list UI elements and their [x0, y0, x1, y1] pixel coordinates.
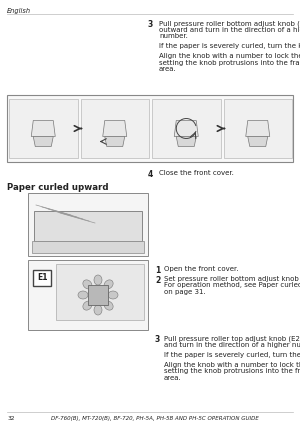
Text: outward and turn in the direction of a higher: outward and turn in the direction of a h…	[159, 26, 300, 32]
Ellipse shape	[104, 280, 113, 289]
Text: E1: E1	[37, 274, 47, 283]
Text: Pull pressure roller top adjust knob (E2) outward: Pull pressure roller top adjust knob (E2…	[164, 335, 300, 342]
Bar	[152, 99, 220, 158]
Text: number.: number.	[159, 33, 188, 39]
Bar	[28, 260, 148, 330]
Text: setting the knob protrusions into the frame cutout: setting the knob protrusions into the fr…	[164, 368, 300, 374]
Bar	[80, 99, 149, 158]
Text: Close the front cover.: Close the front cover.	[159, 170, 234, 176]
Bar	[34, 211, 142, 241]
Text: 32: 32	[7, 416, 14, 421]
Text: 3: 3	[155, 335, 160, 344]
Ellipse shape	[78, 291, 88, 299]
Text: English: English	[7, 8, 31, 14]
Ellipse shape	[104, 301, 113, 310]
Ellipse shape	[83, 280, 92, 289]
Bar	[7, 95, 293, 162]
Polygon shape	[246, 121, 270, 136]
Text: 4: 4	[148, 170, 153, 179]
Bar	[56, 264, 144, 320]
Text: Align the knob with a number to lock the knob by: Align the knob with a number to lock the…	[159, 53, 300, 59]
Text: 1: 1	[155, 266, 160, 275]
Text: area.: area.	[164, 374, 182, 380]
Text: If the paper is severely curled, turn the knob to ‘5’.: If the paper is severely curled, turn th…	[164, 351, 300, 357]
Text: setting the knob protrusions into the frame cutout: setting the knob protrusions into the fr…	[159, 60, 300, 65]
Polygon shape	[176, 136, 196, 147]
Bar	[9, 99, 77, 158]
Text: DF-760(B), MT-720(B), BF-720, PH-5A, PH-5B AND PH-5C OPERATION GUIDE: DF-760(B), MT-720(B), BF-720, PH-5A, PH-…	[51, 416, 259, 421]
Text: 2: 2	[155, 276, 160, 285]
Polygon shape	[33, 136, 53, 147]
Polygon shape	[248, 136, 268, 147]
Text: 3: 3	[148, 20, 153, 29]
Text: Pull pressure roller bottom adjust knob (E1): Pull pressure roller bottom adjust knob …	[159, 20, 300, 26]
Text: area.: area.	[159, 66, 177, 72]
Text: Set pressure roller bottom adjust knob (E1) to ‘1’.: Set pressure roller bottom adjust knob (…	[164, 276, 300, 283]
Text: Open the front cover.: Open the front cover.	[164, 266, 239, 272]
Text: Paper curled upward: Paper curled upward	[7, 183, 109, 192]
Polygon shape	[105, 136, 125, 147]
Bar	[32, 241, 144, 253]
Text: and turn in the direction of a higher number.: and turn in the direction of a higher nu…	[164, 342, 300, 348]
Polygon shape	[103, 121, 127, 136]
Ellipse shape	[83, 301, 92, 310]
Text: If the paper is severely curled, turn the knob to ‘5’.: If the paper is severely curled, turn th…	[159, 43, 300, 49]
Text: For operation method, see Paper curled downward: For operation method, see Paper curled d…	[164, 283, 300, 289]
Polygon shape	[31, 121, 55, 136]
Bar	[224, 99, 292, 158]
Text: Align the knob with a number to lock the knob by: Align the knob with a number to lock the…	[164, 362, 300, 368]
Bar	[28, 193, 148, 256]
Ellipse shape	[108, 291, 118, 299]
Polygon shape	[174, 121, 198, 136]
Bar	[88, 285, 108, 305]
Bar	[33, 270, 51, 286]
Text: on page 31.: on page 31.	[164, 289, 206, 295]
Ellipse shape	[94, 275, 102, 285]
Ellipse shape	[94, 305, 102, 315]
